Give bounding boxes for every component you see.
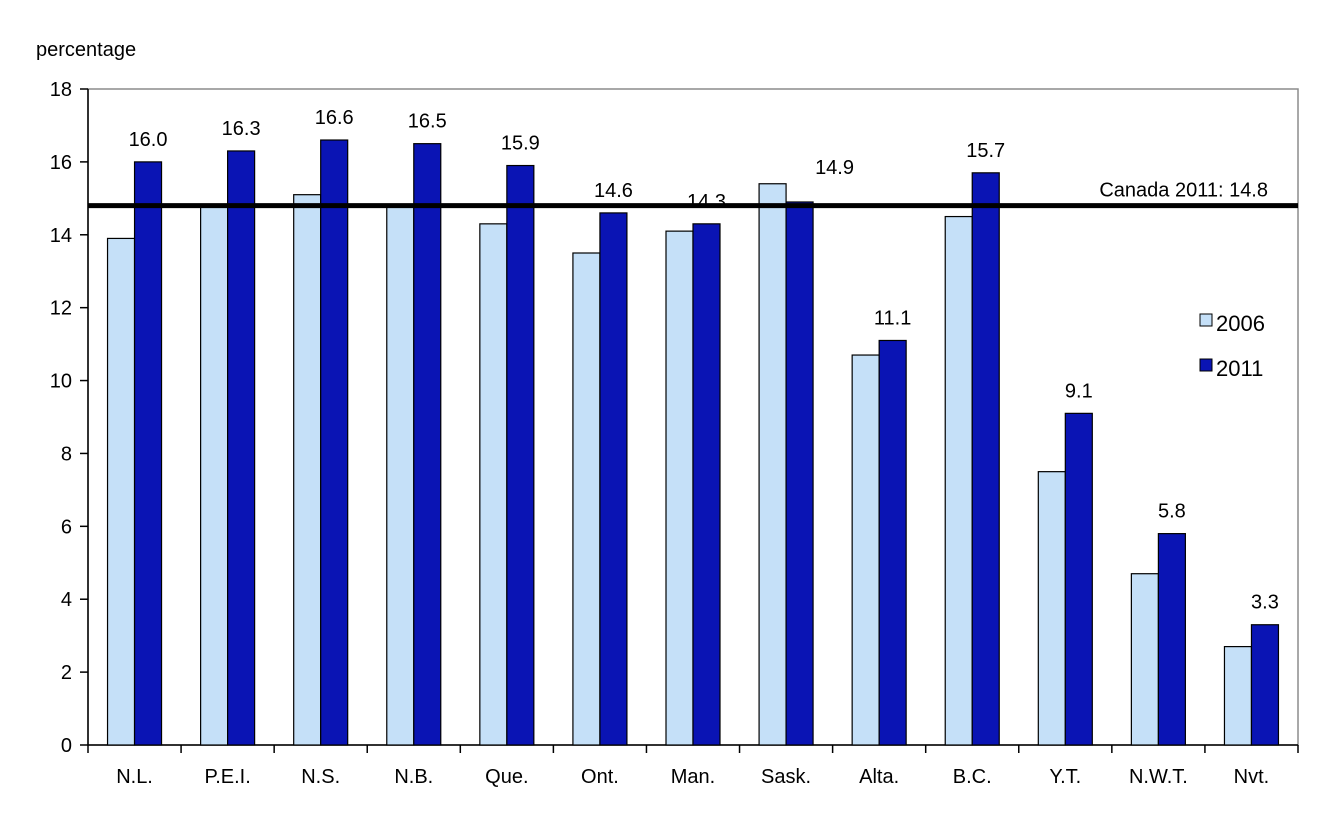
y-tick-label: 16	[50, 152, 72, 174]
x-tick-label: Sask.	[761, 766, 811, 788]
bar-2011-alta	[878, 339, 907, 746]
bar-2006-man	[665, 230, 694, 746]
bar-2011-nb	[413, 143, 442, 746]
legend-swatch-2006	[1199, 313, 1213, 327]
legend: 2006 2011	[1199, 311, 1265, 381]
bar-2011-sask	[785, 201, 814, 746]
bar-2006-alta	[851, 354, 880, 746]
x-tick-label: Alta.	[859, 766, 899, 788]
bar-2006-yt	[1037, 471, 1066, 746]
x-tick-label: N.W.T.	[1129, 766, 1188, 788]
bar-2006-sask	[758, 183, 787, 746]
x-tick-label: Nvt.	[1234, 766, 1270, 788]
bar-2006-ont	[572, 252, 601, 746]
data-label-2011: 5.8	[1158, 501, 1186, 523]
data-label-2011: 14.9	[815, 157, 854, 179]
x-tick-label: N.L.	[116, 766, 153, 788]
x-tick-label: P.E.I.	[204, 766, 250, 788]
bar-2006-ns	[293, 194, 322, 746]
bar-2006-pei	[200, 205, 229, 746]
x-tick-label: Que.	[485, 766, 528, 788]
y-tick-label: 12	[50, 298, 72, 320]
y-axis-label: percentage	[36, 39, 136, 61]
bar-2011-pei	[227, 150, 256, 746]
bar-2006-nvt	[1223, 645, 1253, 746]
data-label-2011: 16.0	[129, 129, 168, 151]
legend-label-2011: 2011	[1216, 356, 1263, 381]
x-tick-label: N.S.	[301, 766, 340, 788]
bar-2011-nwt	[1157, 533, 1186, 746]
data-label-2011: 15.9	[501, 133, 540, 155]
data-label-2011: 14.6	[594, 180, 633, 202]
data-label-2011: 11.1	[874, 307, 911, 329]
bar-2011-que	[506, 164, 535, 746]
data-label-2011: 15.7	[966, 140, 1005, 162]
data-label-2011: 14.3	[687, 191, 726, 213]
bar-2006-nb	[386, 205, 415, 746]
data-label-2011: 3.3	[1251, 592, 1279, 614]
bar-2011-ns	[320, 139, 349, 746]
y-tick-label: 8	[61, 443, 72, 465]
y-tick-label: 10	[50, 371, 72, 393]
bar-2011-nvt	[1250, 624, 1280, 746]
bar-2011-nl	[133, 161, 163, 746]
x-tick-label: Man.	[671, 766, 715, 788]
bar-2011-yt	[1064, 412, 1093, 746]
y-tick-label: 6	[61, 516, 72, 538]
y-tick-label: 2	[61, 662, 72, 684]
x-tick-label: Y.T.	[1049, 766, 1081, 788]
data-label-2011: 16.6	[315, 107, 354, 129]
bar-2006-bc	[944, 215, 973, 746]
bar-2011-man	[692, 223, 721, 746]
reference-line-label: Canada 2011: 14.8	[1099, 180, 1268, 202]
data-label-2011: 9.1	[1065, 380, 1093, 402]
data-label-2011: 16.5	[408, 111, 447, 133]
bar-2006-nl	[106, 237, 136, 746]
bar-2006-nwt	[1130, 573, 1159, 746]
bar-2011-bc	[971, 172, 1000, 746]
data-label-2011: 16.3	[222, 118, 261, 140]
x-tick-label: B.C.	[953, 766, 992, 788]
bar-2011-ont	[599, 212, 628, 746]
legend-swatch-2011	[1199, 358, 1213, 372]
legend-label-2006: 2006	[1216, 311, 1265, 336]
y-tick-label: 14	[50, 225, 72, 247]
y-tick-label: 0	[61, 735, 72, 757]
x-tick-label: Ont.	[581, 766, 619, 788]
y-tick-label: 18	[50, 79, 72, 101]
bar-2006-que	[479, 223, 508, 746]
x-tick-label: N.B.	[394, 766, 433, 788]
y-tick-label: 4	[61, 589, 72, 611]
